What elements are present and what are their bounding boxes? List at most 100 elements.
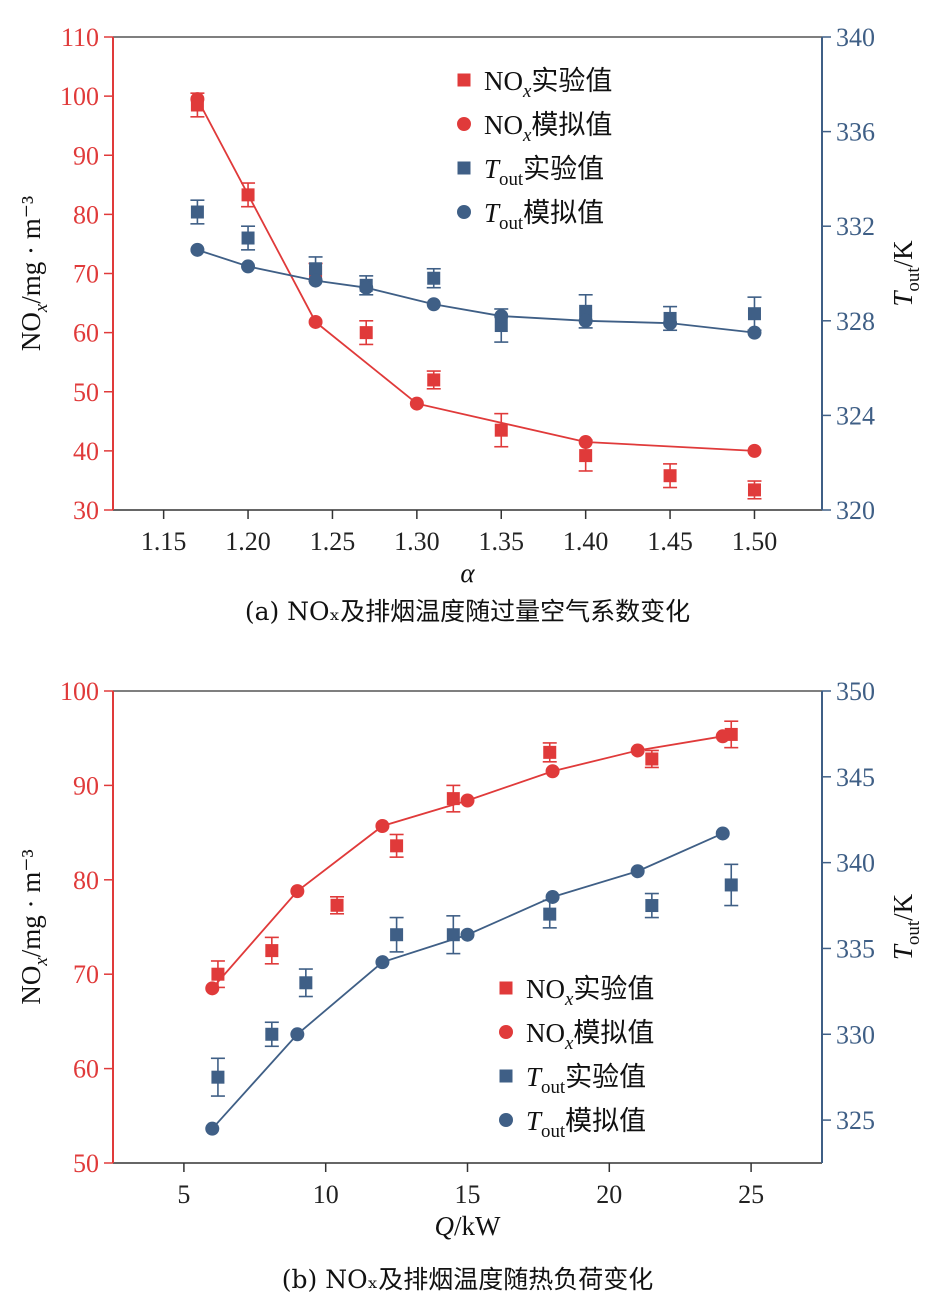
- nox-exp-point: [579, 449, 593, 463]
- right-y-axis-title: Tout/K: [888, 240, 924, 307]
- legend-marker-nox-exp: [457, 73, 471, 87]
- right-y-axis-title: Tout/K: [888, 893, 924, 960]
- nox-exp-point: [663, 469, 677, 483]
- tout-exp-point: [747, 307, 761, 321]
- tout-exp-point: [645, 899, 659, 913]
- tout-exp-point: [427, 271, 441, 285]
- tout-exp-point: [309, 262, 323, 276]
- nox-exp-point: [645, 752, 659, 766]
- left-y-axis-title: NOx/mg · m⁻³: [16, 196, 52, 351]
- right-y-tick-label: 345: [836, 763, 875, 792]
- left-y-axis-title: NOx/mg · m⁻³: [16, 849, 52, 1004]
- tout-exp-point: [494, 319, 508, 333]
- tout-exp-point: [211, 1070, 225, 1084]
- left-y-tick-label: 100: [60, 677, 99, 706]
- x-tick-label: 1.50: [732, 527, 778, 556]
- tout-sim-point: [460, 927, 475, 942]
- nox-sim-point: [375, 818, 390, 833]
- tout-sim-point: [663, 316, 678, 331]
- tout-sim-point: [545, 889, 560, 904]
- chart-b: 5 10 15 20 25 50 60 70 80 90 100 325 330 335 340 345 350…: [16, 677, 924, 1241]
- tout-sim-point: [205, 1121, 220, 1136]
- legend-marker-nox-sim: [499, 1025, 513, 1039]
- nox-exp-point: [330, 898, 344, 912]
- left-y-tick-label: 110: [61, 23, 99, 52]
- legend-label-tout-exp: Tout实验值: [484, 154, 604, 190]
- tout-sim-point: [715, 826, 730, 841]
- legend-marker-tout-exp: [457, 161, 471, 175]
- left-y-tick-label: 50: [73, 1149, 99, 1178]
- left-y-tick-label: 80: [73, 866, 99, 895]
- x-tick-label: 1.40: [563, 527, 609, 556]
- left-y-tick-label: 90: [73, 771, 99, 800]
- nox-sim-point: [630, 743, 645, 758]
- right-y-tick-label: 336: [836, 118, 875, 147]
- nox-exp-point: [390, 839, 404, 853]
- legend-label-nox-sim: NOx模拟值: [484, 110, 612, 146]
- tout-sim-point: [630, 864, 645, 879]
- nox-sim-point: [747, 443, 762, 458]
- tout-sim-point: [375, 955, 390, 970]
- right-y-tick-label: 320: [836, 496, 875, 525]
- legend-marker-nox-exp: [499, 981, 513, 995]
- x-tick-label: 1.35: [479, 527, 525, 556]
- legend-label-tout-exp: Tout实验值: [526, 1062, 646, 1098]
- tout-sim-point: [241, 259, 256, 274]
- tout-sim-point: [359, 280, 374, 295]
- left-y-tick-label: 100: [60, 82, 99, 111]
- x-tick-label: 1.20: [225, 527, 271, 556]
- legend-marker-tout-sim: [499, 1113, 513, 1127]
- left-y-tick-label: 90: [73, 141, 99, 170]
- tout-exp-point: [241, 231, 255, 245]
- nox-exp-point: [359, 326, 373, 340]
- left-y-tick-label: 70: [73, 960, 99, 989]
- nox-sim-point: [190, 92, 205, 107]
- nox-exp-point: [427, 373, 441, 387]
- legend-label-tout-sim: Tout模拟值: [526, 1106, 646, 1142]
- left-y-tick-label: 60: [73, 319, 99, 348]
- left-y-tick-label: 40: [73, 437, 99, 466]
- right-y-tick-label: 340: [836, 849, 875, 878]
- left-y-tick-label: 30: [73, 496, 99, 525]
- nox-exp-point: [446, 792, 460, 806]
- x-tick-label: 1.30: [394, 527, 440, 556]
- x-tick-label: 1.45: [647, 527, 693, 556]
- legend-marker-tout-sim: [457, 205, 471, 219]
- tout-sim-point: [578, 313, 593, 328]
- tout-exp-point: [579, 304, 593, 318]
- tout-sim-point: [190, 242, 205, 257]
- right-y-tick-label: 332: [836, 212, 875, 241]
- tout-exp-point: [543, 907, 557, 921]
- tout-sim-point: [747, 325, 762, 340]
- tout-exp-point: [724, 878, 738, 892]
- nox-sim-point: [545, 764, 560, 779]
- left-y-tick-label: 70: [73, 260, 99, 289]
- chart-a: 1.15 1.20 1.25 1.30 1.35 1.40 1.45 1.50 30 40 50 60…: [16, 23, 924, 588]
- nox-exp-point: [494, 423, 508, 437]
- legend-label-nox-sim: NOx模拟值: [526, 1018, 654, 1054]
- right-y-tick-label: 335: [836, 934, 875, 963]
- left-y-tick-label: 60: [73, 1055, 99, 1084]
- tout-sim-point: [308, 273, 323, 288]
- caption-b: (b) NOₓ及排烟温度随热负荷变化: [281, 1265, 654, 1294]
- nox-sim-point: [715, 729, 730, 744]
- x-tick-label: 1.15: [141, 527, 187, 556]
- x-tick-label: 5: [177, 1180, 190, 1209]
- right-y-tick-label: 328: [836, 307, 875, 336]
- legend-label-tout-sim: Tout模拟值: [484, 198, 604, 234]
- x-axis-title: α: [460, 558, 475, 588]
- figure-b: 5 10 15 20 25 50 60 70 80 90 100 325 330 335 340 345 350…: [0, 652, 935, 1316]
- x-tick-label: 15: [455, 1180, 481, 1209]
- left-y-tick-label: 50: [73, 378, 99, 407]
- nox-sim-point: [409, 396, 424, 411]
- tout-sim-point: [426, 297, 441, 312]
- nox-sim-point: [460, 793, 475, 808]
- x-tick-label: 10: [313, 1180, 339, 1209]
- nox-sim-point: [578, 435, 593, 450]
- nox-sim-line: [196, 98, 755, 452]
- right-y-tick-label: 330: [836, 1020, 875, 1049]
- legend-marker-nox-sim: [457, 117, 471, 131]
- nox-exp-point: [211, 967, 225, 981]
- right-y-tick-label: 325: [836, 1106, 875, 1135]
- legend-label-nox-exp: NOx实验值: [484, 66, 612, 102]
